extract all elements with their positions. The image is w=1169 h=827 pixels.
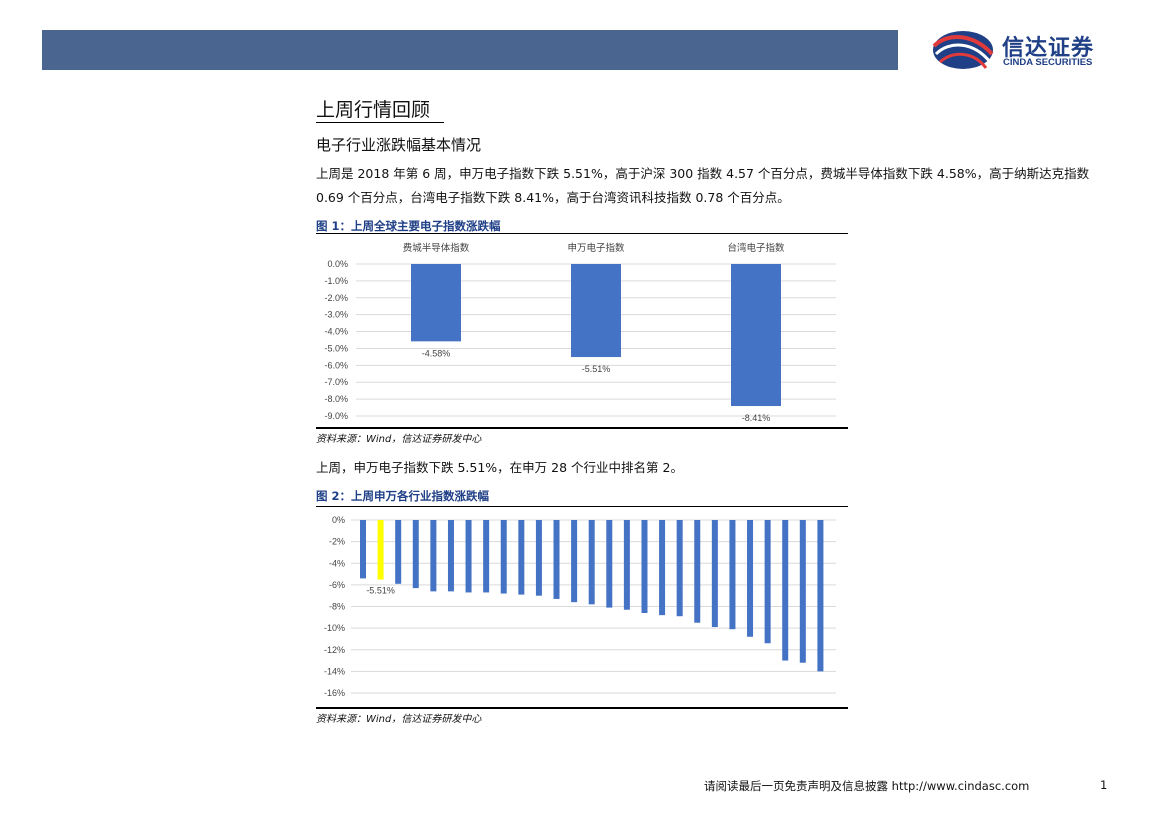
chart1-data-label: -4.58% [422, 348, 451, 358]
chart2-bar [606, 520, 613, 608]
chart2-bar [747, 520, 754, 637]
chart2-bar [571, 520, 578, 603]
chart1-y-tick-label: -4.0% [324, 327, 348, 337]
chart1-category-label: 台湾电子指数 [727, 242, 785, 254]
chart2-bar [729, 520, 736, 630]
chart1-bar [411, 264, 461, 342]
figure2-chart: 0% -2% -4% -6% -8% -10% -12% -14% -16% -5.51% [324, 515, 836, 698]
chart1-bar [571, 264, 621, 358]
figure2-bottom-rule [316, 707, 848, 709]
chart2-bar [430, 520, 437, 592]
chart2-bar [360, 520, 366, 579]
chart2-bar [623, 520, 630, 610]
header-banner [42, 30, 898, 70]
sub-title: 电子行业涨跌幅基本情况 [316, 136, 482, 154]
chart2-bar [782, 520, 789, 661]
figure2-source: 资料来源：Wind，信达证券研发中心 [316, 714, 482, 725]
chart1-y-tick-label: -7.0% [324, 377, 348, 387]
chart2-y-tick-label: -16% [324, 688, 345, 698]
figure2-caption: 图 2：上周申万各行业指数涨跌幅 [316, 489, 490, 503]
page-number: 1 [1100, 778, 1108, 792]
chart2-y-tick-label: -6% [329, 580, 345, 590]
chart2-y-tick-label: -4% [329, 558, 345, 568]
chart2-bar [676, 520, 683, 617]
chart1-data-label: -5.51% [582, 364, 611, 374]
figure1-top-rule [316, 233, 848, 234]
chart2-bar [588, 520, 595, 605]
logo-chinese-name: 信达证券 [1002, 36, 1095, 61]
chart1-y-tick-label: 0.0% [327, 259, 348, 269]
cinda-logo-mark-icon [932, 31, 994, 69]
chart1-y-tick-label: -1.0% [324, 276, 348, 286]
chart2-y-tick-label: 0% [332, 515, 345, 525]
chart1-y-tick-label: -5.0% [324, 343, 348, 353]
chart2-bar [483, 520, 490, 593]
logo-english-name: CINDA SECURITIES [1003, 57, 1093, 68]
chart2-data-label: -5.51% [366, 586, 395, 596]
chart1-data-label: -8.41% [742, 413, 771, 423]
cinda-logo: 信达证券 CINDA SECURITIES [930, 28, 1130, 72]
chart2-bar [817, 520, 824, 672]
section-title: 上周行情回顾 [316, 99, 431, 121]
chart2-bar [553, 520, 560, 599]
chart2-y-tick-label: -10% [324, 623, 345, 633]
chart2-bar [412, 520, 419, 589]
paragraph-industry-rank: 上周，申万电子指数下跌 5.51%，在申万 28 个行业中排名第 2。 [316, 460, 683, 475]
chart2-bar [764, 520, 771, 644]
chart2-y-tick-label: -8% [329, 602, 345, 612]
chart2-y-tick-label: -2% [329, 537, 345, 547]
chart1-category-label: 申万电子指数 [567, 242, 625, 254]
chart2-bar [659, 520, 666, 616]
chart2-bar [518, 520, 525, 595]
chart2-bar [799, 520, 806, 663]
section-title-underline [316, 122, 444, 123]
chart2-bar [377, 520, 384, 580]
chart1-y-tick-label: -8.0% [324, 394, 348, 404]
figure1-source: 资料来源：Wind，信达证券研发中心 [316, 434, 482, 445]
chart1-y-tick-label: -3.0% [324, 310, 348, 320]
paragraph-weekly-summary: 上周是 2018 年第 6 周，申万电子指数下跌 5.51%，高于沪深 300 … [316, 166, 1090, 205]
footer-disclaimer: 请阅读最后一页免责声明及信息披露 http://www.cindasc.com [704, 779, 1030, 793]
chart2-bar [694, 520, 701, 623]
chart2-bar [500, 520, 507, 594]
figure1-bottom-rule [316, 427, 848, 429]
chart1-y-tick-label: -6.0% [324, 360, 348, 370]
chart2-y-tick-label: -14% [324, 666, 345, 676]
chart1-y-tick-label: -9.0% [324, 411, 348, 421]
chart2-bar [711, 520, 718, 628]
figure2-top-rule [316, 506, 848, 507]
chart1-category-label: 费城半导体指数 [403, 242, 470, 254]
chart2-bar [395, 520, 402, 584]
chart2-bar [465, 520, 472, 593]
figure1-chart: 0.0% -1.0% -2.0% -3.0% -4.0% -5.0% -6.0% -7.0% -… [324, 242, 836, 423]
chart2-bar [535, 520, 542, 596]
chart2-bar [641, 520, 648, 613]
figure1-caption: 图 1：上周全球主要电子指数涨跌幅 [316, 219, 501, 233]
chart2-y-tick-label: -12% [324, 645, 345, 655]
chart1-bar [731, 264, 781, 407]
chart1-y-tick-label: -2.0% [324, 293, 348, 303]
chart2-bar [447, 520, 454, 592]
